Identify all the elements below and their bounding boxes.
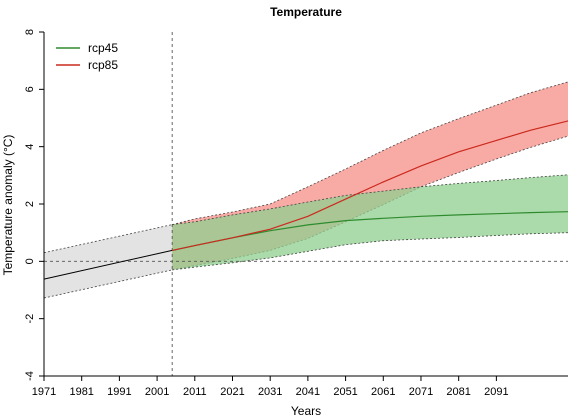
- plot-area: [43, 32, 569, 376]
- legend: rcp45 rcp85: [56, 41, 118, 72]
- x-tick-label: 2061: [371, 386, 395, 398]
- x-tick-label: 1991: [107, 386, 131, 398]
- y-tick-label: 4: [24, 144, 36, 150]
- x-tick-label: 1981: [69, 386, 93, 398]
- y-tick-label: 0: [24, 258, 36, 264]
- x-tick-label: 2041: [296, 386, 320, 398]
- x-tick-label: 1971: [32, 386, 56, 398]
- y-tick-label: 6: [24, 86, 36, 92]
- y-axis-label: Temperature anomaly (°C): [1, 135, 15, 276]
- x-tick-label: 2021: [220, 386, 244, 398]
- rcp45-band-lower-edge: [172, 232, 569, 271]
- historical-band: [44, 224, 173, 298]
- rcp45-band-upper-edge: [172, 174, 569, 225]
- x-tick-label: 2091: [484, 386, 508, 398]
- x-tick-label: 2051: [333, 386, 357, 398]
- x-tick-label: 2001: [145, 386, 169, 398]
- legend-label-rcp45: rcp45: [88, 41, 118, 55]
- rcp85-line: [172, 120, 569, 251]
- axes: 1971 1981 1991 2001 2011 2021 2031 2041 2051 2061…: [24, 29, 568, 398]
- chart-title: Temperature: [270, 5, 342, 19]
- historical-band-lower-edge: [43, 269, 173, 299]
- rcp45-band: [172, 174, 568, 270]
- y-tick-label: -4: [24, 371, 36, 381]
- y-tick-label: -2: [24, 314, 36, 324]
- rcp85-band-upper-edge: [172, 81, 569, 225]
- historical-band-upper-edge: [43, 224, 173, 254]
- y-tick-label: 2: [24, 201, 36, 207]
- x-axis-label: Years: [291, 404, 321, 418]
- historical-line: [43, 249, 173, 280]
- x-tick-label: 2011: [183, 386, 207, 398]
- x-tick-label: 2071: [409, 386, 433, 398]
- x-tick-label: 2031: [258, 386, 282, 398]
- x-tick-label: 2081: [446, 386, 470, 398]
- legend-label-rcp85: rcp85: [88, 58, 118, 72]
- y-tick-label: 8: [24, 29, 36, 35]
